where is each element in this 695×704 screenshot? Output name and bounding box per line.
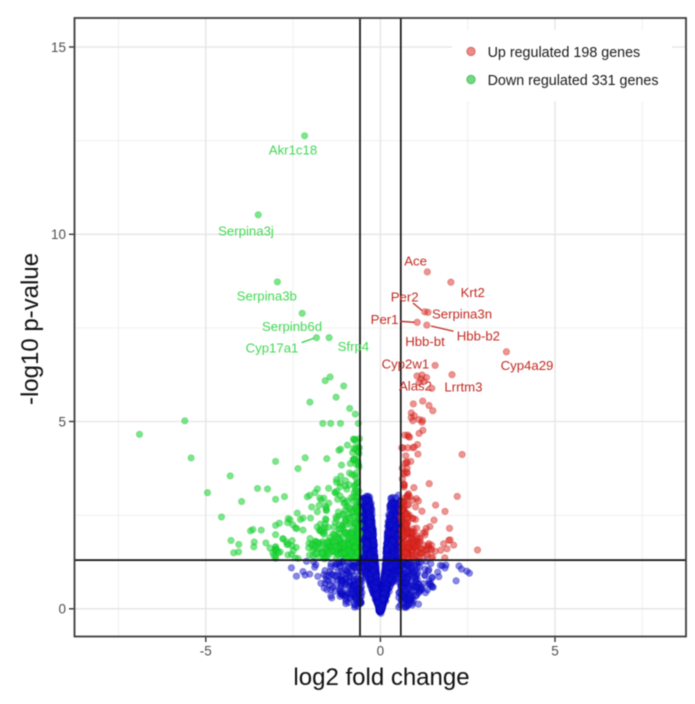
svg-text:5: 5 [58, 414, 66, 429]
svg-text:0: 0 [58, 602, 66, 617]
svg-text:Serpinb6d: Serpinb6d [262, 319, 322, 334]
svg-text:log2 fold change: log2 fold change [293, 664, 469, 691]
svg-text:Down regulated 331 genes: Down regulated 331 genes [488, 73, 659, 89]
svg-text:Lrrtm3: Lrrtm3 [444, 380, 482, 395]
svg-text:Hbb-bt: Hbb-bt [405, 334, 445, 349]
svg-text:Sfrp4: Sfrp4 [338, 339, 370, 354]
svg-text:Akr1c18: Akr1c18 [269, 142, 317, 157]
svg-text:Cyp2w1: Cyp2w1 [382, 357, 430, 372]
svg-text:Up regulated 198 genes: Up regulated 198 genes [488, 45, 641, 61]
svg-text:Ace: Ace [404, 253, 427, 268]
svg-text:Hbb-b2: Hbb-b2 [457, 328, 500, 343]
svg-text:Alas2: Alas2 [399, 379, 432, 394]
svg-text:Per1: Per1 [371, 312, 399, 327]
svg-text:Serpina3j: Serpina3j [218, 223, 274, 238]
svg-text:10: 10 [51, 227, 66, 242]
svg-text:Cyp4a29: Cyp4a29 [501, 358, 554, 373]
svg-text:5: 5 [551, 644, 559, 659]
svg-text:Serpina3b: Serpina3b [237, 289, 297, 304]
svg-text:Krt2: Krt2 [461, 285, 485, 300]
svg-text:Per2: Per2 [391, 289, 419, 304]
svg-text:-log10 p-value: -log10 p-value [17, 253, 44, 405]
svg-text:0: 0 [377, 644, 385, 659]
svg-text:15: 15 [51, 40, 66, 55]
svg-text:Cyp17a1: Cyp17a1 [246, 341, 299, 356]
svg-text:-5: -5 [200, 644, 212, 659]
svg-text:Serpina3n: Serpina3n [432, 306, 492, 321]
